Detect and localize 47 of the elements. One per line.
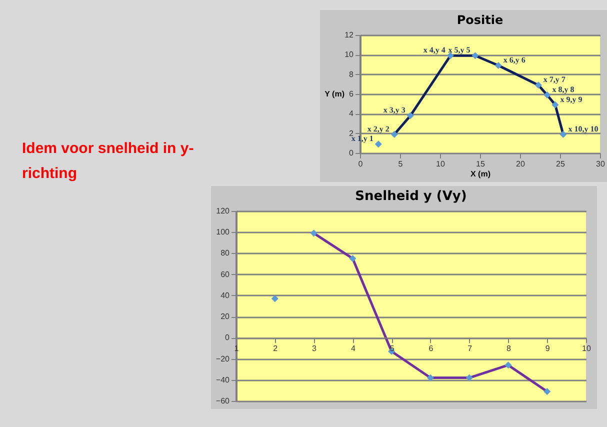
y-tick-label: 12 [344, 30, 354, 40]
annotation: x 8,y 8 [552, 84, 574, 94]
chart-title: Positie [456, 13, 504, 27]
x-tick-label: 6 [428, 344, 434, 354]
y-tick-label: 8 [349, 70, 354, 79]
x-tick-label: 10 [436, 160, 446, 168]
annotation: x 7,y 7 [543, 75, 566, 84]
y-axis-title: Y (m) [324, 90, 345, 98]
x-axis-title: X (m) [470, 170, 491, 178]
y-tick-label: 60 [220, 270, 230, 279]
x-tick-label: 20 [516, 160, 526, 168]
x-tick-label: 25 [556, 160, 566, 168]
y-tick-label: −40 [216, 375, 230, 384]
y-tick-label: 6 [349, 90, 354, 98]
annotation: x 6,y 6 [503, 55, 526, 64]
x-tick-label: 30 [596, 160, 606, 168]
y-tick-label: −20 [216, 354, 230, 364]
annotation: x 2,y 2 [367, 124, 390, 134]
annotation: x 9,y 9 [560, 94, 582, 104]
point [374, 140, 382, 148]
y-tick-label: 2 [349, 128, 354, 138]
x-tick-label: 3 [312, 344, 318, 354]
y-tick-label: 4 [349, 109, 354, 118]
y-tick-label: 40 [220, 290, 230, 300]
x-tick-label: 8 [506, 344, 512, 354]
annotation: x 3,y 3 [383, 106, 406, 115]
x-tick-label: 0 [358, 160, 364, 168]
point [271, 295, 278, 302]
y-tick-label: 0 [225, 333, 230, 342]
y-tick-label: 100 [216, 228, 230, 237]
chart-title: Snelheid y (Vy) [355, 189, 467, 204]
annotation: x 5,y 5 [448, 46, 470, 55]
annotation: x 4,y 4 [423, 46, 446, 55]
y-tick-label: 120 [216, 206, 230, 216]
y-tick-label: 20 [220, 312, 230, 322]
y-tick-label: 10 [344, 50, 354, 60]
annotation: x 10,y 10 [568, 124, 598, 134]
x-tick-label: 9 [545, 344, 550, 354]
x-tick-label: 5 [398, 160, 404, 168]
y-tick-label: 0 [349, 148, 354, 158]
text: Idem voor snelheid in y-richting [22, 139, 195, 184]
x-tick-label: 10 [582, 344, 592, 354]
y-tick-label: 80 [220, 248, 230, 258]
x-tick-label: 7 [468, 344, 473, 354]
x-tick-label: 15 [476, 160, 486, 168]
x-tick-label: 2 [273, 344, 278, 354]
y-tick-label: −60 [216, 396, 230, 406]
